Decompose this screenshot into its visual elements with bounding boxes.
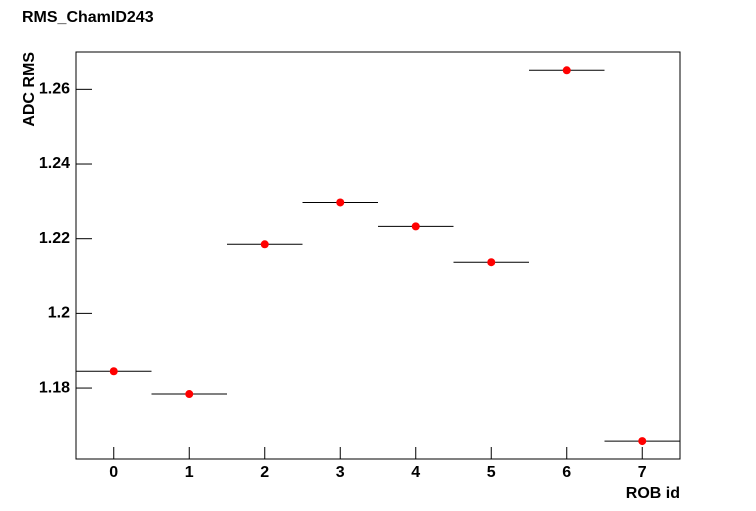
point: [260, 240, 269, 249]
y-tick-label: 1.18: [39, 379, 70, 396]
x-tick-label: 3: [336, 464, 345, 481]
point: [562, 66, 571, 75]
y-axis-label: ADC RMS: [21, 52, 38, 127]
chart-title: RMS_ChamID243: [22, 9, 154, 26]
x-tick-label: 7: [638, 464, 647, 481]
plot-frame: [75, 51, 681, 460]
x-tick-label: 4: [411, 464, 420, 481]
x-tick-label: 1: [185, 464, 194, 481]
point: [336, 198, 345, 207]
x-axis-label: ROB id: [626, 485, 680, 502]
x-tick-label: 6: [562, 464, 571, 481]
x-tick-label: 5: [487, 464, 496, 481]
x-tick-label: 0: [109, 464, 118, 481]
point: [185, 390, 194, 399]
y-tick-label: 1.2: [48, 305, 70, 322]
point: [638, 437, 647, 446]
y-tick-label: 1.22: [39, 230, 70, 247]
x-tick-label: 2: [260, 464, 269, 481]
y-tick-label: 1.26: [39, 81, 70, 98]
point: [411, 222, 420, 231]
y-tick-label: 1.24: [39, 155, 70, 172]
point: [109, 367, 118, 376]
point: [487, 258, 496, 267]
